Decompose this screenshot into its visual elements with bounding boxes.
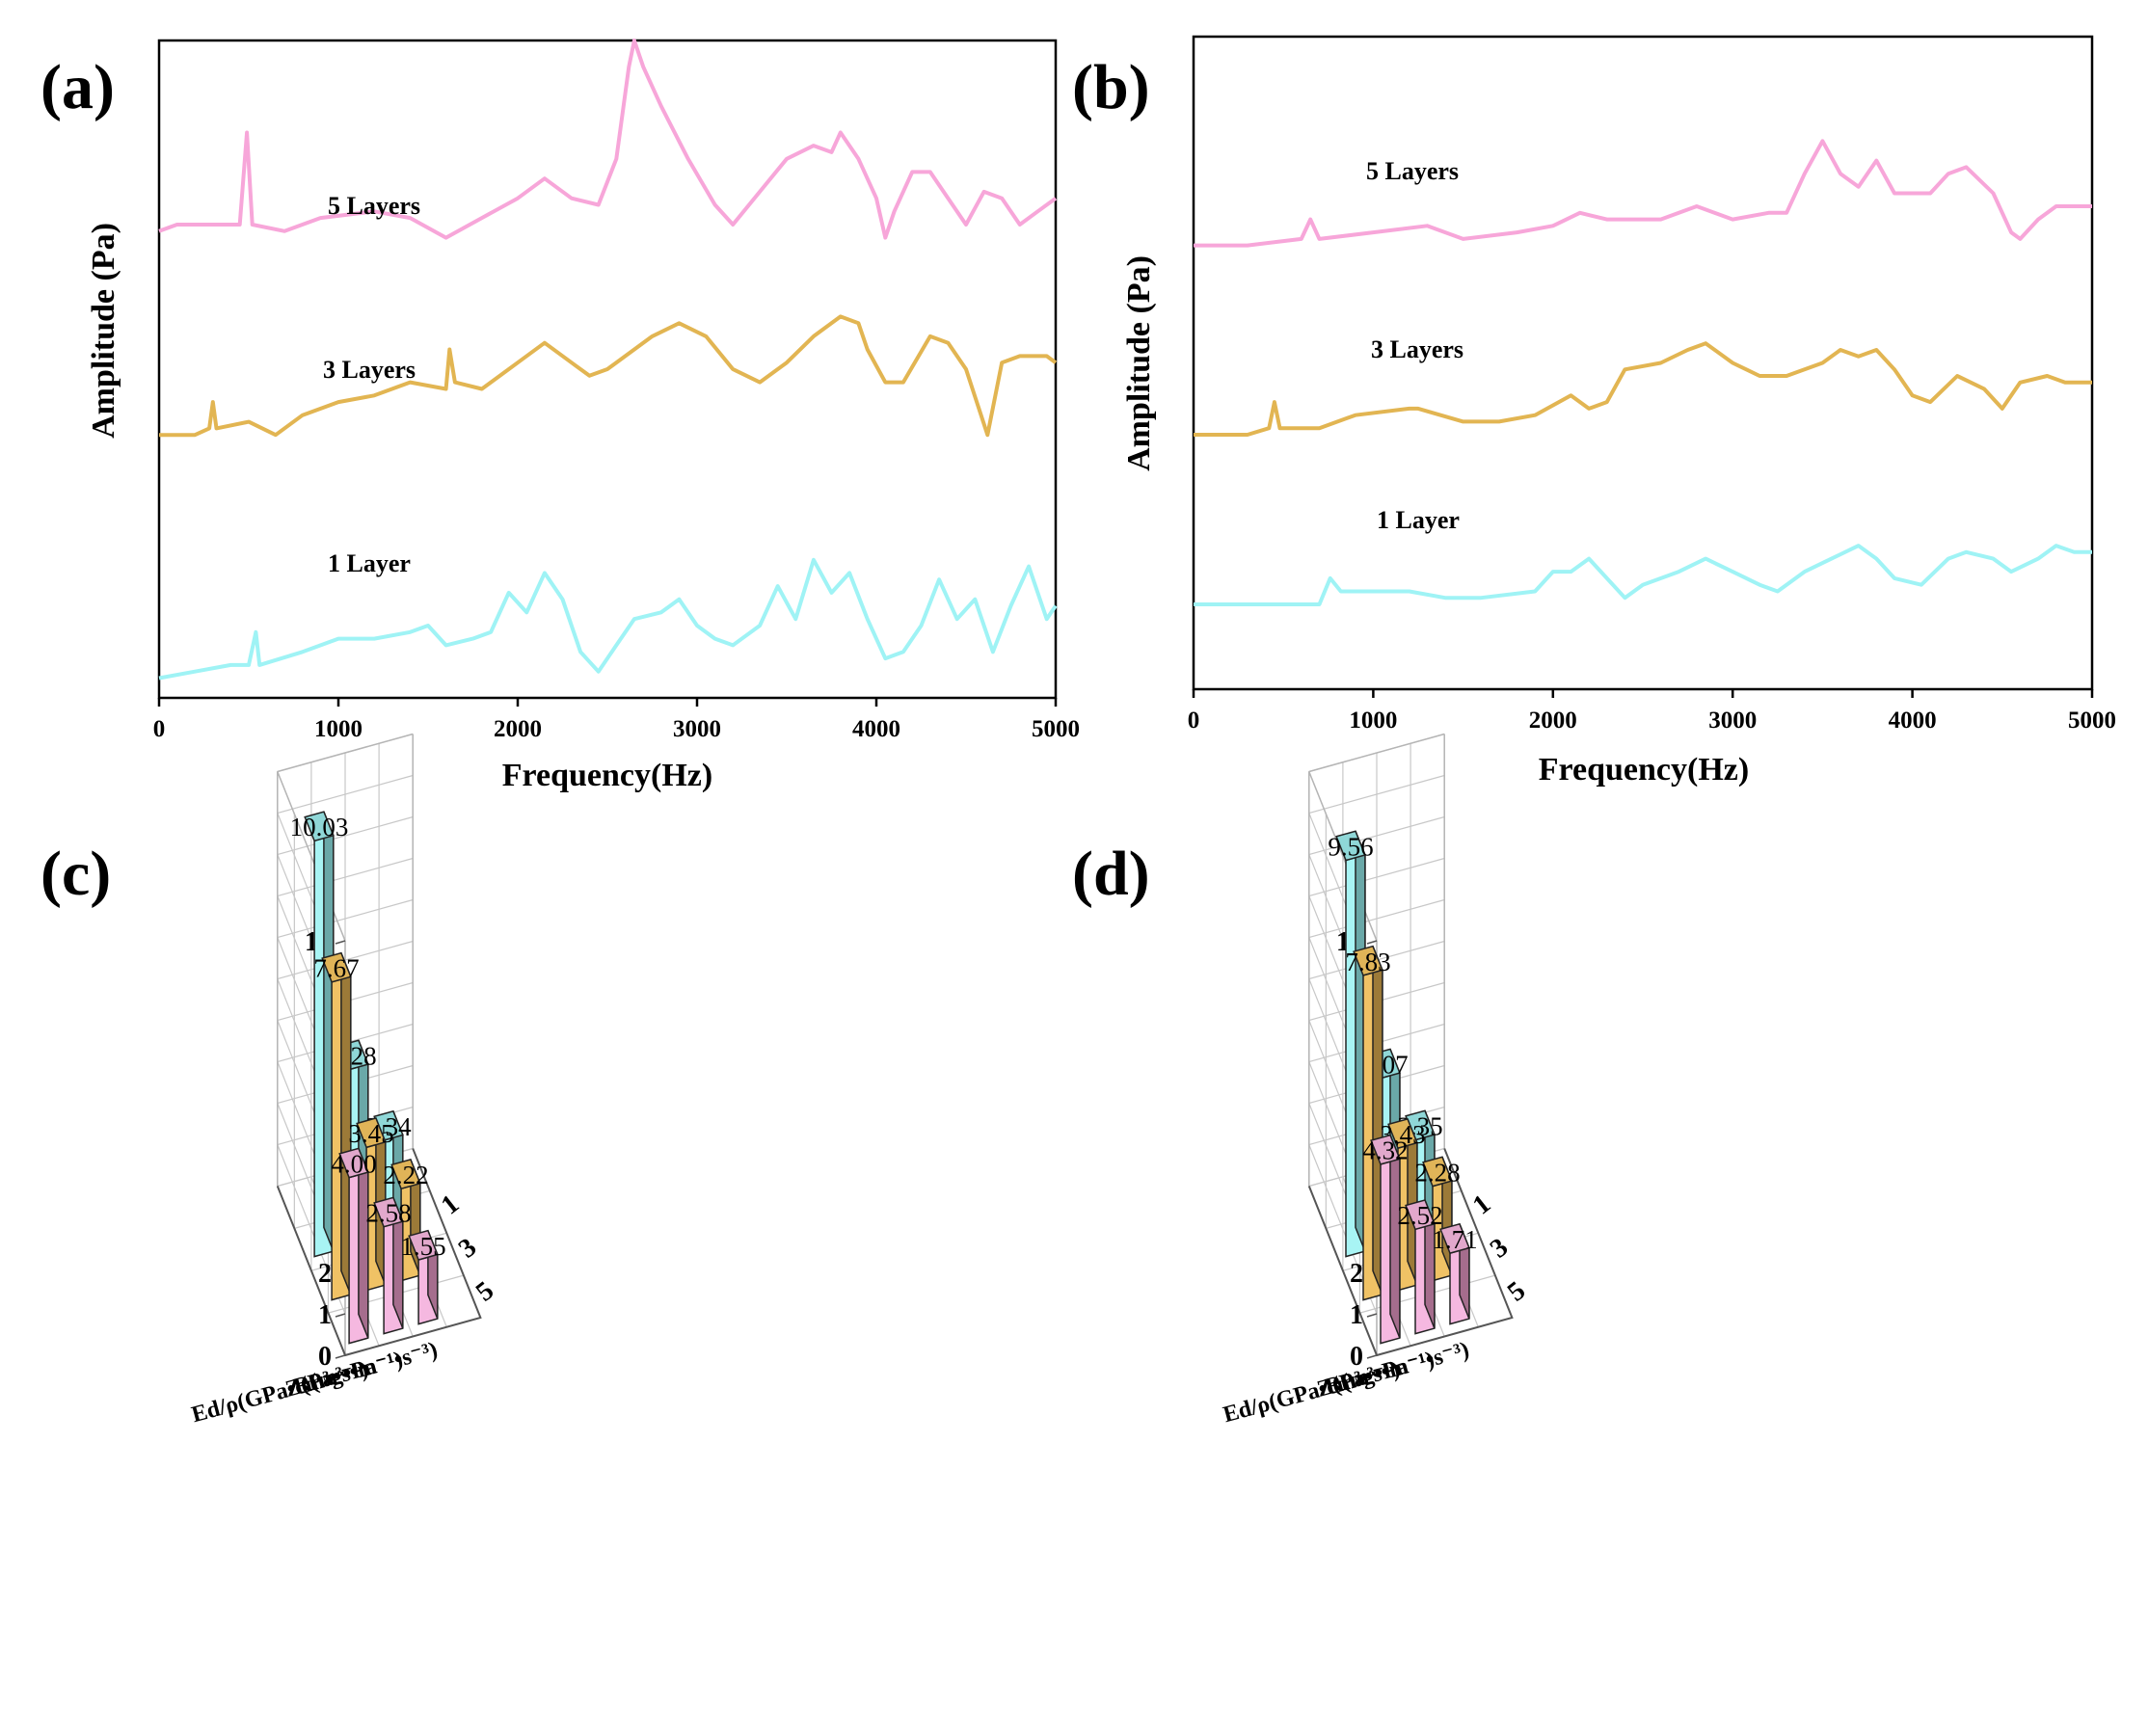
z-tick-mark xyxy=(335,1313,346,1318)
bar-top-face xyxy=(408,1229,439,1261)
bar-side-face xyxy=(1389,1135,1401,1339)
panel-label-b: (b) xyxy=(1072,52,1150,122)
bar-value-label: 3.45 xyxy=(348,1119,393,1148)
series-line-1-layer xyxy=(158,557,1058,681)
bar-Z-layer-3: 3.45 xyxy=(348,1117,394,1292)
z-tick-mark xyxy=(1366,1354,1378,1359)
bar-value-label: 1.71 xyxy=(1432,1225,1477,1254)
x-axis-title-b: Frequency(Hz) xyxy=(1539,752,1749,788)
bar-value-label: 2.52 xyxy=(1397,1201,1442,1230)
bar-top-face xyxy=(1422,1156,1453,1188)
bar-Ed-layer-3: 7.83 xyxy=(1345,945,1391,1301)
series-label-a-5: 5 Layers xyxy=(328,192,420,220)
series-label-b-1: 1 Layer xyxy=(1377,506,1460,534)
bar-Ed-layer-5: 4.00 xyxy=(331,1147,377,1345)
series-line-1-layer xyxy=(1194,544,2092,606)
bar-top-face xyxy=(356,1117,387,1149)
box-edge xyxy=(1308,733,1445,773)
bar-value-label: 10.03 xyxy=(290,813,349,841)
bar-R-layer-5: 1.71 xyxy=(1432,1222,1478,1325)
series-label-b-5: 5 Layers xyxy=(1366,157,1459,185)
bar3d-chart-c: 012345678910Ed/ρ(GPa•cm³g⁻¹)Z(Pa•s•m⁻¹)R… xyxy=(189,733,499,1428)
floor-axes xyxy=(276,1148,482,1357)
x-tick-label: 2000 xyxy=(494,716,542,742)
floor-axes xyxy=(1307,1148,1514,1357)
bar-top-face xyxy=(1370,1134,1401,1165)
x-tick-label: 1000 xyxy=(314,716,362,742)
bar-Z-layer-5: 2.58 xyxy=(365,1196,412,1335)
bar3d-chart-d: 012345678910Ed/ρ(GPa•cm³g⁻¹)Z(Pa•s•m⁻¹)R… xyxy=(1221,733,1531,1428)
bar-top-face xyxy=(1405,1199,1436,1231)
series-label-a-1: 1 Layer xyxy=(328,549,411,577)
series-line-3-layer xyxy=(1194,341,2092,437)
z-tick-mark xyxy=(1366,1313,1378,1318)
z-tick-label: 1 xyxy=(1350,1300,1363,1330)
z-tick-mark xyxy=(335,1354,346,1359)
bar-top-face xyxy=(338,1147,369,1179)
bar-value-label: 9.56 xyxy=(1328,832,1373,861)
bar-value-label: 1.55 xyxy=(400,1232,445,1261)
z-tick-label: 2 xyxy=(318,1259,332,1289)
z-tick-mark xyxy=(1366,940,1378,945)
bar-top-face xyxy=(1439,1222,1470,1255)
series-line-5-layer xyxy=(1194,139,2092,248)
series-line-5-layer xyxy=(158,39,1058,240)
x-tick-label: 2000 xyxy=(1529,708,1577,734)
bar-top-face xyxy=(304,811,335,842)
panel-label-a: (a) xyxy=(40,52,115,122)
x-tick-label: 0 xyxy=(153,716,166,742)
x-tick-label: 3000 xyxy=(1708,708,1757,734)
x-tick-label: 5000 xyxy=(2068,708,2116,734)
y-axis-title-a: Amplitude (Pa) xyxy=(86,223,121,439)
line-chart-b: 0 1000 2000 3000 4000 5000 Frequency(Hz) Ampl… xyxy=(1121,35,2116,788)
bar-value-label: 4.00 xyxy=(331,1150,376,1179)
line-chart-a: 0 1000 2000 3000 4000 5000 Frequency(Hz) Ampl… xyxy=(86,39,1080,793)
x-tick-label: 1000 xyxy=(1349,708,1397,734)
series-label-b-3: 3 Layers xyxy=(1371,335,1463,363)
row-label: R(m³•Pa⁻¹•s⁻³) xyxy=(291,1337,441,1400)
bar-Ed-layer-5: 4.32 xyxy=(1362,1134,1409,1345)
x-tick-label: 4000 xyxy=(1889,708,1937,734)
panel-label-d: (d) xyxy=(1072,839,1150,909)
bar-top-face xyxy=(1353,945,1383,976)
bar-top-face xyxy=(1335,830,1366,862)
bar-Ed-layer-3: 7.67 xyxy=(313,951,360,1301)
plot-frame-a xyxy=(157,39,1058,700)
x-tick-label: 3000 xyxy=(673,716,721,742)
bar-top-face xyxy=(373,1196,404,1228)
x-tick-label: 0 xyxy=(1188,708,1200,734)
z-tick-label: 0 xyxy=(1350,1342,1363,1372)
bar-value-label: 2.28 xyxy=(1414,1158,1460,1187)
plot-frame-b xyxy=(1192,35,2094,691)
x-tick-label: 4000 xyxy=(852,716,900,742)
series-line-3-layer xyxy=(159,314,1058,438)
bar-value-label: 7.83 xyxy=(1345,948,1390,976)
z-tick-label: 1 xyxy=(318,1300,332,1330)
bar-value-label: 4.32 xyxy=(1362,1136,1408,1165)
bar-value-label: 2.22 xyxy=(383,1161,428,1189)
bar-top-face xyxy=(390,1158,421,1190)
bar-top-face xyxy=(1387,1117,1418,1150)
z-tick-label: 2 xyxy=(1350,1259,1363,1289)
series-label-a-3: 3 Layers xyxy=(323,356,416,384)
row-label: R(m³•Pa⁻¹•s⁻³) xyxy=(1323,1337,1472,1400)
bar-value-label: 2.58 xyxy=(365,1199,411,1228)
x-axis-title-a: Frequency(Hz) xyxy=(502,758,712,793)
bar-value-label: 7.67 xyxy=(313,954,359,983)
z-tick-label: 0 xyxy=(318,1342,332,1372)
z-tick-mark xyxy=(335,940,346,945)
y-axis-title-b: Amplitude (Pa) xyxy=(1121,255,1157,471)
x-tick-label: 5000 xyxy=(1032,716,1080,742)
bar-Z-layer-5: 2.52 xyxy=(1397,1199,1443,1335)
bar-top-face xyxy=(321,951,352,983)
box-edge xyxy=(277,733,414,773)
bar-R-layer-5: 1.55 xyxy=(400,1229,446,1325)
panel-label-c: (c) xyxy=(40,839,111,909)
